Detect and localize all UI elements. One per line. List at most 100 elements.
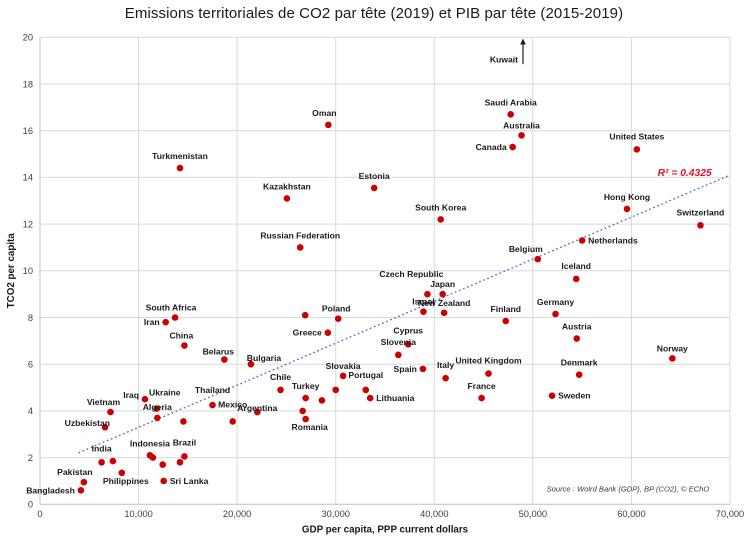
point-unlabeled xyxy=(176,458,184,466)
y-tick-label: 2 xyxy=(28,453,33,463)
point-japan xyxy=(439,290,446,298)
point-germany xyxy=(552,310,559,318)
x-tick-label: 50,000 xyxy=(519,509,547,519)
point-sweden xyxy=(548,392,556,400)
label-cyprus: Cyprus xyxy=(393,325,423,335)
point-czech-republic xyxy=(424,290,431,298)
point-italy xyxy=(442,374,449,382)
point-slovenia xyxy=(395,351,402,359)
point-cyprus xyxy=(404,341,412,348)
point-russian-federation xyxy=(296,244,304,251)
label-mexico: Mexico xyxy=(218,399,247,409)
label-spain: Spain xyxy=(394,364,417,374)
label-kazakhstan: Kazakhstan xyxy=(263,181,311,191)
label-argentina: Argentina xyxy=(237,403,277,413)
point-netherlands xyxy=(578,237,586,244)
label-oman: Oman xyxy=(312,108,336,118)
data-points xyxy=(77,111,704,494)
r-squared-label: R² = 0.4325 xyxy=(658,168,712,179)
point-slovakia xyxy=(339,372,347,380)
point-south-korea xyxy=(437,216,444,223)
y-tick-label: 10 xyxy=(23,266,33,276)
label-israel: Israel xyxy=(412,297,434,307)
point-unlabeled xyxy=(301,311,309,319)
point-new-zealand xyxy=(440,309,448,317)
point-unlabeled xyxy=(149,454,157,461)
label-pakistan: Pakistan xyxy=(57,467,92,477)
point-iceland xyxy=(572,275,580,283)
label-indonesia: Indonesia xyxy=(130,438,170,448)
label-iran: Iran xyxy=(144,317,160,327)
label-turkmenistan: Turkmenistan xyxy=(152,151,208,161)
label-norway: Norway xyxy=(657,343,688,353)
x-tick-label: 0 xyxy=(37,509,42,519)
label-new-zealand: New Zealand xyxy=(418,298,471,308)
point-hong-kong xyxy=(623,205,631,213)
point-kazakhstan xyxy=(283,195,291,202)
label-lithuania: Lithuania xyxy=(376,393,414,403)
label-kuwait: Kuwait xyxy=(490,55,518,65)
point-unlabeled xyxy=(159,461,167,468)
label-united-states: United States xyxy=(609,131,664,141)
point-portugal xyxy=(362,386,370,394)
label-belgium: Belgium xyxy=(509,244,543,254)
label-belarus: Belarus xyxy=(203,347,235,357)
y-tick-label: 16 xyxy=(23,126,33,136)
x-tick-label: 40,000 xyxy=(420,509,448,519)
point-iraq xyxy=(141,395,149,403)
label-australia: Australia xyxy=(503,120,540,130)
point-unlabeled xyxy=(109,457,117,465)
point-denmark xyxy=(575,371,583,379)
point-turkey xyxy=(302,394,309,402)
y-axis-title: TCO2 per capita xyxy=(6,233,17,309)
label-slovakia: Slovakia xyxy=(326,361,361,371)
point-switzerland xyxy=(697,221,704,229)
point-belarus xyxy=(221,356,228,363)
gridlines xyxy=(39,36,731,505)
point-australia xyxy=(518,132,525,139)
label-philippines: Philippines xyxy=(103,476,149,486)
point-bangladesh xyxy=(77,486,85,494)
label-france: France xyxy=(468,381,496,391)
point-iran xyxy=(162,318,169,326)
point-norway xyxy=(669,355,676,362)
point-sri-lanka xyxy=(160,477,168,485)
label-japan: Japan xyxy=(430,279,455,289)
point-ukraine xyxy=(153,405,161,412)
kuwait-offscale-annotation: Kuwait xyxy=(490,38,526,65)
label-germany: Germany xyxy=(537,297,574,307)
point-oman xyxy=(325,121,332,129)
label-brazil: Brazil xyxy=(173,437,196,447)
label-saudi-arabia: Saudi Arabia xyxy=(485,97,537,107)
chart-title: Emissions territoriales de CO2 par tête … xyxy=(124,5,624,22)
trendline xyxy=(78,174,731,454)
y-tick-label: 4 xyxy=(28,406,33,416)
label-austria: Austria xyxy=(562,322,592,332)
point-united-states xyxy=(633,146,641,153)
label-india: India xyxy=(92,443,112,453)
label-hong-kong: Hong Kong xyxy=(604,192,650,202)
x-tick-label: 30,000 xyxy=(321,509,349,519)
label-thailand: Thailand xyxy=(195,385,230,395)
label-russian-federation: Russian Federation xyxy=(260,230,340,240)
point-china xyxy=(181,342,188,349)
point-unlabeled xyxy=(332,386,340,394)
x-axis-title: GDP per capita, PPP current dollars xyxy=(302,524,469,535)
label-uzbekistan: Uzbekistan xyxy=(65,418,110,428)
label-algeria: Algeria xyxy=(143,402,172,412)
y-tick-label: 12 xyxy=(23,219,33,229)
label-poland: Poland xyxy=(322,304,351,314)
point-algeria xyxy=(154,414,161,422)
label-south-africa: South Africa xyxy=(146,303,197,313)
point-philippines xyxy=(118,469,126,477)
tick-labels: 0 10,000 20,000 30,000 40,000 50,000 60,000 70,… xyxy=(23,33,745,519)
label-italy: Italy xyxy=(437,360,454,370)
point-lithuania xyxy=(366,394,374,402)
point-poland xyxy=(334,315,342,322)
label-greece: Greece xyxy=(293,328,322,338)
point-austria xyxy=(573,335,581,342)
y-tick-label: 18 xyxy=(23,79,33,89)
point-spain xyxy=(419,365,427,373)
point-thailand xyxy=(209,401,216,409)
